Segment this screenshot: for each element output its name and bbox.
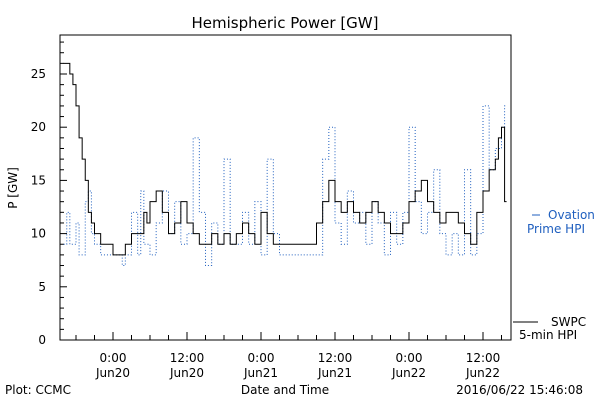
x-tick-time-label: 0:00 <box>248 351 275 365</box>
chart-title: Hemispheric Power [GW] <box>192 14 379 32</box>
swpc-label: SWPC <box>551 315 586 329</box>
y-tick-label: 0 <box>38 333 46 347</box>
footer-plot-source: Plot: CCMC <box>5 383 71 397</box>
x-tick-date-label: Jun21 <box>317 366 352 380</box>
plot-frame <box>60 35 511 340</box>
y-tick-label: 5 <box>38 280 46 294</box>
x-tick-date-label: Jun22 <box>391 366 426 380</box>
legend-ovation-label-line1: Ovation <box>548 208 595 222</box>
x-axis-label: Date and Time <box>241 383 329 397</box>
x-tick-date-label: Jun22 <box>465 366 500 380</box>
legend-ovation-label-line2: Prime HPI <box>527 222 585 236</box>
footer-timestamp: 2016/06/22 15:46:08 <box>456 383 583 397</box>
x-tick-time-label: 0:00 <box>100 351 127 365</box>
y-tick-label: 25 <box>31 67 46 81</box>
x-tick-date-label: Jun20 <box>95 366 130 380</box>
hemispheric-power-chart: Hemispheric Power [GW] 0510152025 0:00Ju… <box>0 0 600 400</box>
x-tick-date-label: Jun21 <box>243 366 278 380</box>
y-tick-label: 20 <box>31 120 46 134</box>
y-tick-label: 10 <box>31 227 46 241</box>
series-layer <box>64 63 507 265</box>
x-tick-time-label: 12:00 <box>466 351 501 365</box>
x-tick-date-label: Jun20 <box>169 366 204 380</box>
swpc-5min-hpi-series <box>64 63 507 255</box>
y-axis-ticks: 0 5 10 15 20 25 <box>31 42 67 347</box>
x-tick-time-label: 12:00 <box>318 351 353 365</box>
x-tick-time-label: 0:00 <box>396 351 423 365</box>
x-tick-time-label: 12:00 <box>170 351 205 365</box>
y-axis-label: P [GW] <box>6 167 20 209</box>
five-min-hpi-label: 5-min HPI <box>519 328 577 342</box>
x-axis-ticks: 0:00Jun2012:00Jun200:00Jun2112:00Jun210:… <box>76 332 502 380</box>
y-tick-label: 15 <box>31 173 46 187</box>
ovation-prime-hpi-series <box>64 106 507 266</box>
